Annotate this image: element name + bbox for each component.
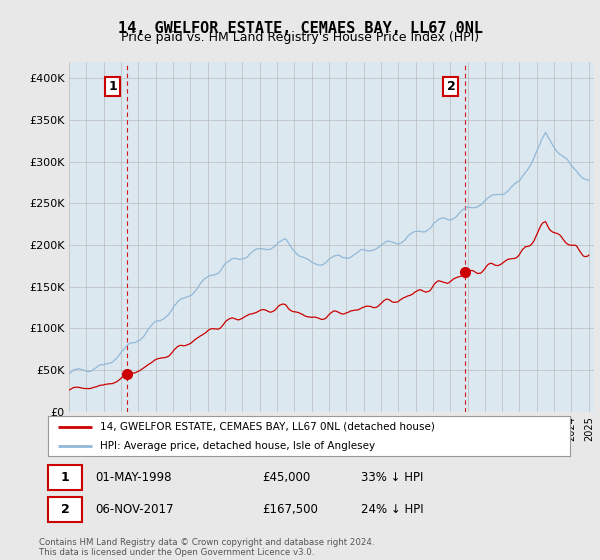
Text: 14, GWELFOR ESTATE, CEMAES BAY, LL67 0NL: 14, GWELFOR ESTATE, CEMAES BAY, LL67 0NL xyxy=(118,21,482,36)
Text: £45,000: £45,000 xyxy=(262,471,310,484)
Text: Contains HM Land Registry data © Crown copyright and database right 2024.
This d: Contains HM Land Registry data © Crown c… xyxy=(39,538,374,557)
Text: 1: 1 xyxy=(61,471,70,484)
FancyBboxPatch shape xyxy=(48,497,82,522)
Text: £167,500: £167,500 xyxy=(262,503,318,516)
Text: 2: 2 xyxy=(446,80,455,93)
Text: 06-NOV-2017: 06-NOV-2017 xyxy=(95,503,173,516)
Text: 14, GWELFOR ESTATE, CEMAES BAY, LL67 0NL (detached house): 14, GWELFOR ESTATE, CEMAES BAY, LL67 0NL… xyxy=(100,422,435,432)
Text: 24% ↓ HPI: 24% ↓ HPI xyxy=(361,503,424,516)
Text: 01-MAY-1998: 01-MAY-1998 xyxy=(95,471,172,484)
Text: 2: 2 xyxy=(61,503,70,516)
Text: 1: 1 xyxy=(109,80,117,93)
Text: 33% ↓ HPI: 33% ↓ HPI xyxy=(361,471,424,484)
FancyBboxPatch shape xyxy=(48,465,82,490)
Text: Price paid vs. HM Land Registry's House Price Index (HPI): Price paid vs. HM Land Registry's House … xyxy=(121,31,479,44)
Text: HPI: Average price, detached house, Isle of Anglesey: HPI: Average price, detached house, Isle… xyxy=(100,441,376,451)
